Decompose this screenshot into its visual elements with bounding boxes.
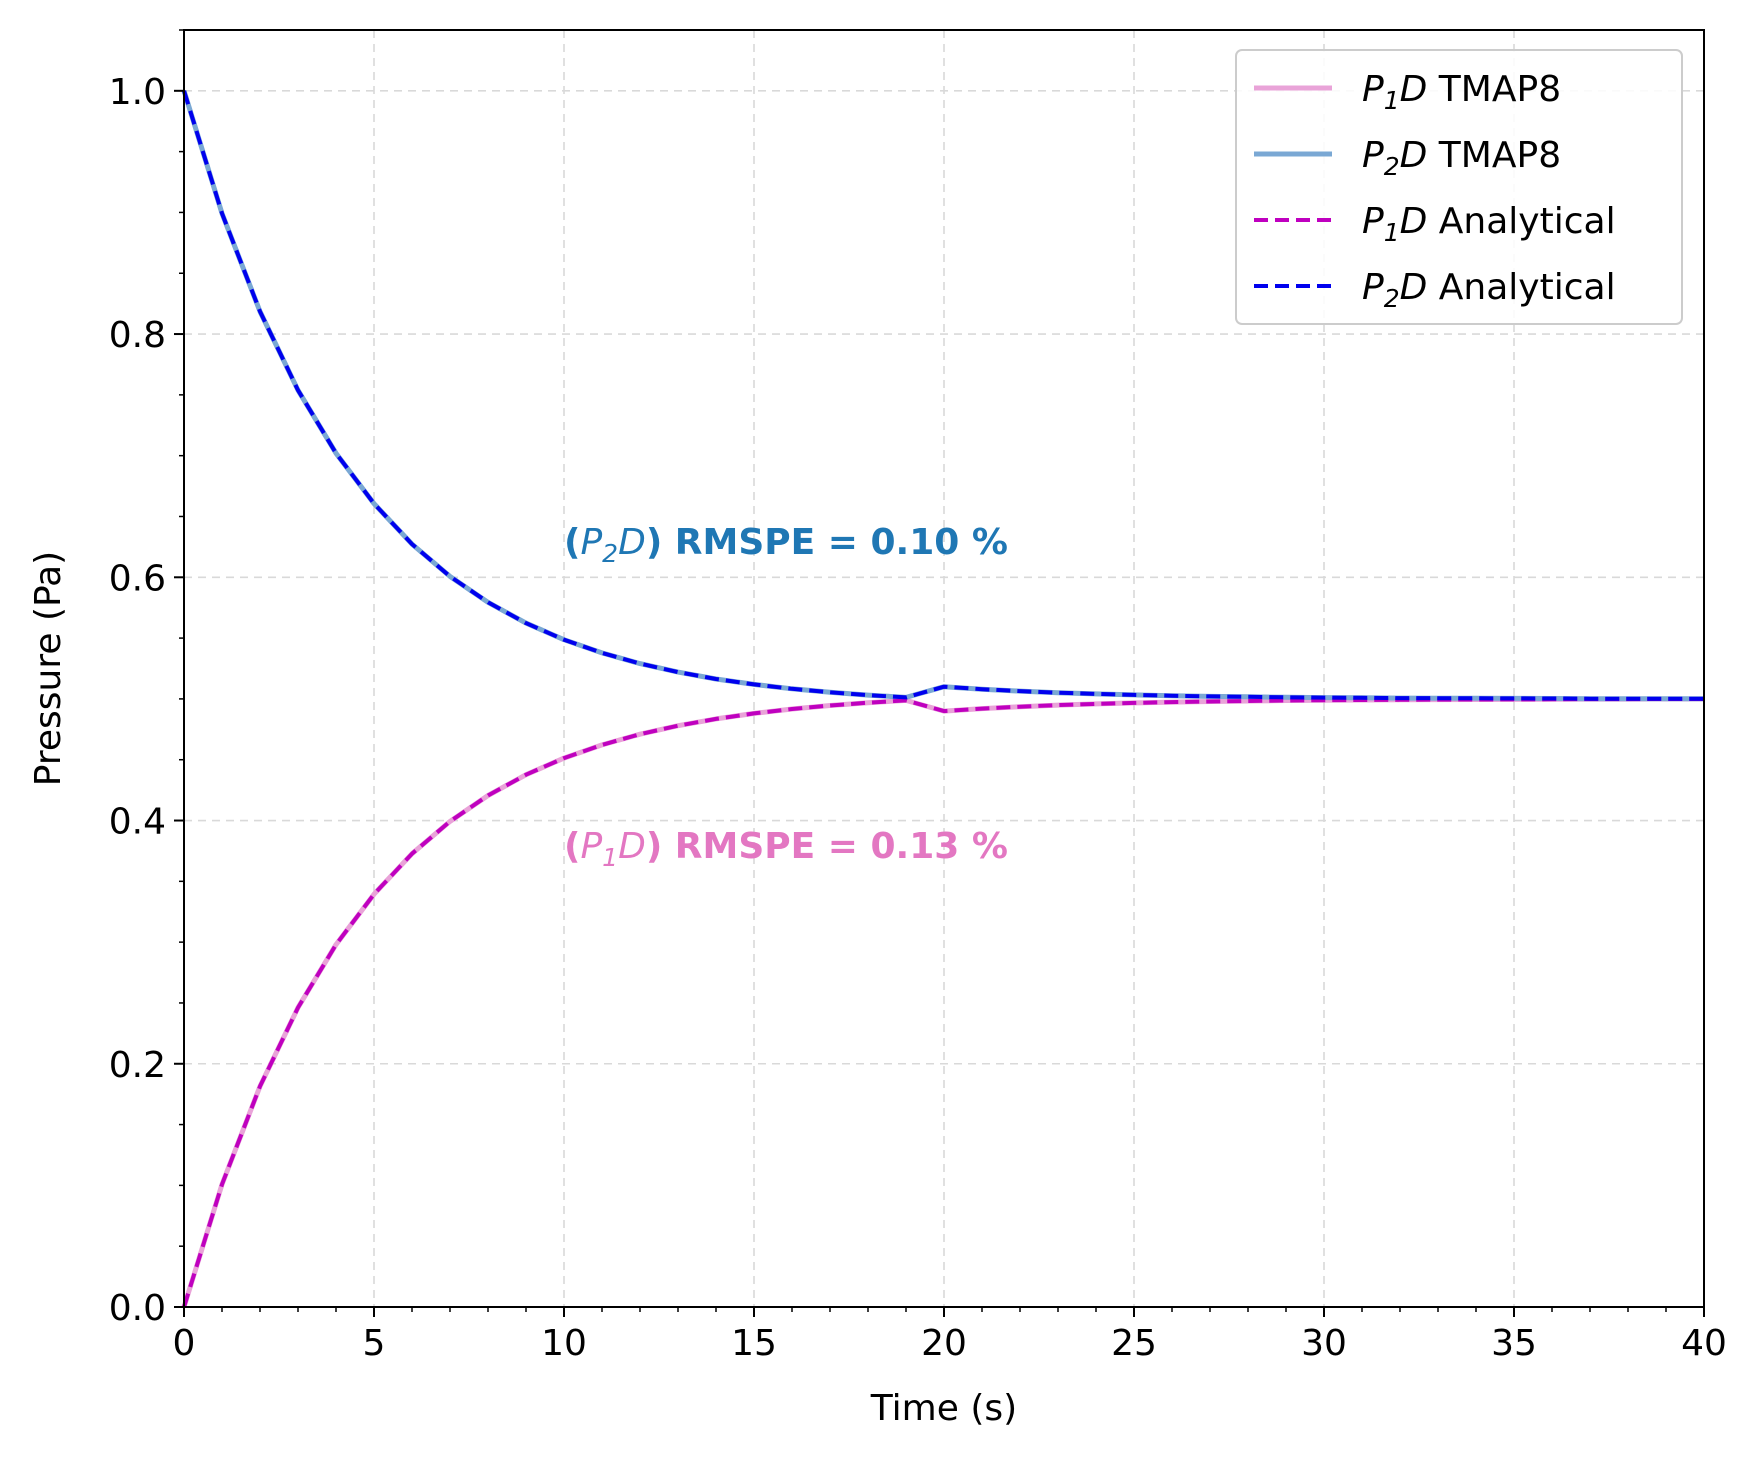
label-part: P [1362,135,1384,176]
series-line [182,90,1704,701]
y-tick-label: 0.8 [109,315,166,356]
label-part: ) RMSPE = 0.13 % [646,826,1008,867]
label-part: TMAP8 [1427,69,1561,110]
label-part: P [580,522,602,563]
label-part: 1 [1384,218,1400,247]
label-part: D [1400,267,1428,308]
legend-label: P2D TMAP8 [1362,135,1561,181]
x-axis-label: Time (s) [870,1388,1017,1429]
label-part: 1 [602,843,618,872]
label-part: P [1362,69,1384,110]
label-part: P [1362,267,1384,308]
label-part: Analytical [1427,201,1615,242]
legend-label: P1D TMAP8 [1362,69,1561,115]
x-tick-label: 5 [363,1323,386,1364]
label-part: Analytical [1427,267,1615,308]
label-part: 2 [602,539,618,568]
y-tick-label: 0.4 [109,802,166,843]
series-group [181,90,1704,1308]
x-tick-label: 10 [541,1323,587,1364]
label-part: P [1362,201,1384,242]
legend-box [1235,49,1683,325]
label-part: D [1400,201,1428,242]
x-tick-label: 25 [1111,1323,1157,1364]
x-tick-label: 35 [1491,1323,1537,1364]
label-part: 1 [1384,86,1400,115]
legend-label: P1D Analytical [1362,201,1616,247]
label-part: 2 [1384,152,1400,181]
label-part: D [618,826,646,867]
x-tick-label: 15 [731,1323,777,1364]
y-tick-label: 0.2 [109,1045,166,1086]
y-axis-label: Pressure (Pa) [28,551,69,786]
label-part: D [1400,135,1428,176]
legend-label: P2D Analytical [1362,267,1616,313]
label-part: ( [564,826,580,867]
label-part: 2 [1384,284,1400,313]
label-part: D [1400,69,1428,110]
annotation-text: (P1D) RMSPE = 0.13 % [564,826,1008,872]
x-tick-label: 20 [921,1323,967,1364]
label-part: ) RMSPE = 0.10 % [646,522,1008,563]
y-tick-label: 0.6 [109,558,166,599]
annotation-text: (P2D) RMSPE = 0.10 % [564,522,1008,568]
y-tick-label: 0.0 [109,1288,166,1329]
y-tick-label: 1.0 [109,72,166,113]
label-part: TMAP8 [1427,135,1561,176]
label-part: P [580,826,602,867]
axis-ticks: 0 5 10 15 20 25 30 35 40 0.0 0.2 0.4 0.6 0.8 1.0 [109,29,1727,1364]
label-part: D [618,522,646,563]
annotations: (P2D) RMSPE = 0.10 %(P1D) RMSPE = 0.13 % [564,522,1008,872]
x-tick-label: 30 [1301,1323,1347,1364]
x-tick-label: 40 [1681,1323,1727,1364]
x-tick-label: 0 [173,1323,196,1364]
label-part: ( [564,522,580,563]
